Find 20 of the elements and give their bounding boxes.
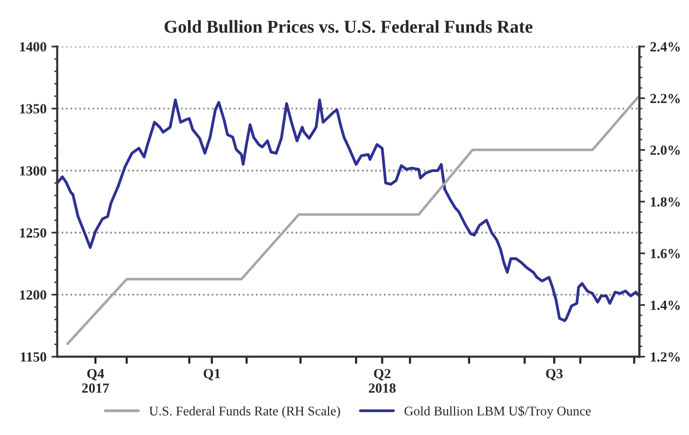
legend-label: Gold Bullion LBM U$/Troy Ounce [404,406,591,418]
y-tick-label: 1150 [20,352,46,362]
y2-tick-label: 1.2% [650,352,680,362]
y2-tick-label: 2.4% [650,42,680,52]
y-tick-label: 1300 [20,166,46,176]
x-tick-label: Q4 2017 [82,368,109,393]
y-tick-label: 1250 [20,228,46,238]
y2-tick-label: 1.6% [650,248,680,258]
y2-tick-label: 2.2% [650,94,680,104]
y2-tick-label: 1.4% [650,300,680,310]
y-tick-label: 1350 [20,104,46,114]
chart-title: Gold Bullion Prices vs. U.S. Federal Funds Rate [164,20,532,33]
x-tick-label: Q2 2018 [368,368,396,393]
y2-tick-label: 2.0% [650,146,680,155]
y-tick-label: 1400 [20,42,46,52]
y-tick-label: 1200 [20,290,46,300]
y2-tick-label: 1.8% [650,197,680,207]
x-tick-label: Q1 [204,368,220,380]
legend-label: U.S. Federal Funds Rate (RH Scale) [149,406,340,418]
x-tick-label: Q3 [546,368,563,380]
